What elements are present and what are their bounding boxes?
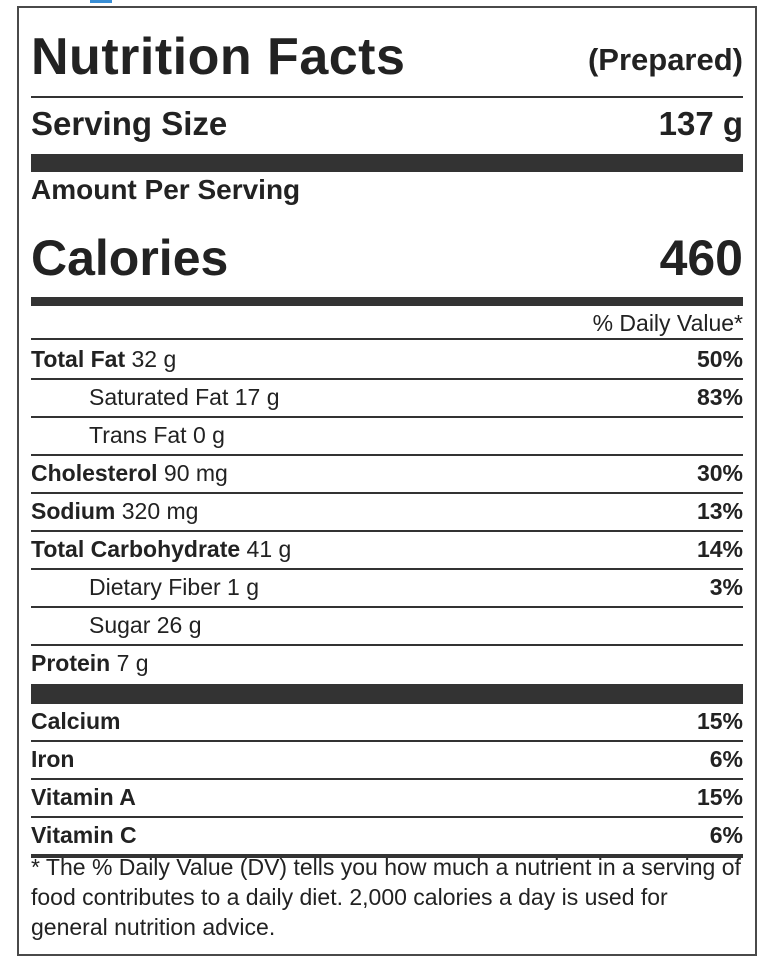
divider-thin [31, 644, 743, 646]
nutrient-row: Sugar 26 g [31, 607, 743, 644]
vitamin-row: Vitamin A 15% [31, 779, 743, 816]
nutrient-name: Sodium [31, 498, 116, 524]
vitamin-row: Calcium 15% [31, 703, 743, 740]
nutrient-amount: 320 mg [115, 498, 199, 524]
daily-value-header: % Daily Value* [31, 308, 743, 338]
serving-size-label: Serving Size [31, 105, 228, 142]
vitamin-row: Vitamin C 6% [31, 817, 743, 854]
nutrient-row: Saturated Fat 17 g 83% [31, 379, 743, 416]
vitamin-name: Calcium [31, 708, 121, 734]
divider-thin [31, 492, 743, 494]
label-header: Nutrition Facts (Prepared) [31, 22, 743, 92]
nutrient-row: Protein 7 g [31, 645, 743, 682]
nutrient-row: Trans Fat 0 g [31, 417, 743, 454]
divider-thin [31, 816, 743, 818]
nutrient-dv: 83% [696, 384, 743, 410]
divider-thin [31, 338, 743, 340]
vitamin-dv: 15% [696, 708, 743, 734]
nutrient-name: Saturated Fat 17 g [89, 384, 280, 410]
nutrient-dv: 30% [696, 460, 743, 486]
nutrient-row: Cholesterol 90 mg 30% [31, 455, 743, 492]
nutrient-amount: 90 mg [157, 460, 228, 486]
nutrient-dv: 3% [709, 574, 743, 600]
divider-thick [31, 154, 743, 172]
vitamin-dv: 6% [709, 822, 743, 848]
nutrient-amount: 32 g [125, 346, 177, 372]
nutrient-amount: 7 g [110, 650, 149, 676]
divider-thin [31, 454, 743, 456]
vitamin-name: Iron [31, 746, 75, 772]
calories-label: Calories [31, 230, 229, 286]
nutrient-row: Dietary Fiber 1 g 3% [31, 569, 743, 606]
divider-thin [31, 568, 743, 570]
divider-thin [31, 606, 743, 608]
divider-thin [31, 96, 743, 98]
footnote: * The % Daily Value (DV) tells you how m… [31, 854, 741, 940]
nutrient-name: Protein [31, 650, 111, 676]
divider-medium [31, 854, 743, 858]
daily-value-header-text: % Daily Value* [592, 309, 743, 336]
vitamin-dv: 15% [696, 784, 743, 810]
nutrient-dv: 14% [696, 536, 743, 562]
vitamin-row: Iron 6% [31, 741, 743, 778]
nutrition-label: Nutrition Facts (Prepared) Serving Size … [17, 6, 757, 956]
nutrient-name: Sugar 26 g [89, 612, 202, 638]
divider-thin [31, 416, 743, 418]
top-accent-mark [90, 0, 112, 3]
calories-row: Calories 460 [31, 223, 743, 293]
nutrient-name: Cholesterol [31, 460, 158, 486]
amount-per-serving: Amount Per Serving [31, 170, 743, 210]
divider-thick [31, 684, 743, 704]
label-title: Nutrition Facts [31, 28, 406, 86]
divider-thin [31, 740, 743, 742]
nutrient-row: Total Fat 32 g 50% [31, 341, 743, 378]
label-qualifier: (Prepared) [587, 42, 743, 77]
nutrient-row: Total Carbohydrate 41 g 14% [31, 531, 743, 568]
nutrient-name: Total Fat [31, 346, 126, 372]
nutrient-dv: 13% [696, 498, 743, 524]
vitamin-name: Vitamin A [31, 784, 136, 810]
vitamin-dv: 6% [709, 746, 743, 772]
serving-size-value: 137 g [658, 105, 743, 142]
nutrient-amount: 41 g [240, 536, 292, 562]
nutrient-dv: 50% [696, 346, 743, 372]
divider-thin [31, 778, 743, 780]
nutrient-name: Dietary Fiber 1 g [89, 574, 260, 600]
calories-value: 460 [659, 230, 743, 286]
divider-thin [31, 378, 743, 380]
nutrient-row: Sodium 320 mg 13% [31, 493, 743, 530]
serving-size-row: Serving Size 137 g [31, 100, 743, 148]
amount-per-serving-label: Amount Per Serving [31, 174, 301, 205]
divider-thin [31, 530, 743, 532]
nutrient-name: Total Carbohydrate [31, 536, 241, 562]
divider-medium [31, 297, 743, 306]
vitamin-name: Vitamin C [31, 822, 137, 848]
nutrient-name: Trans Fat 0 g [89, 422, 225, 448]
